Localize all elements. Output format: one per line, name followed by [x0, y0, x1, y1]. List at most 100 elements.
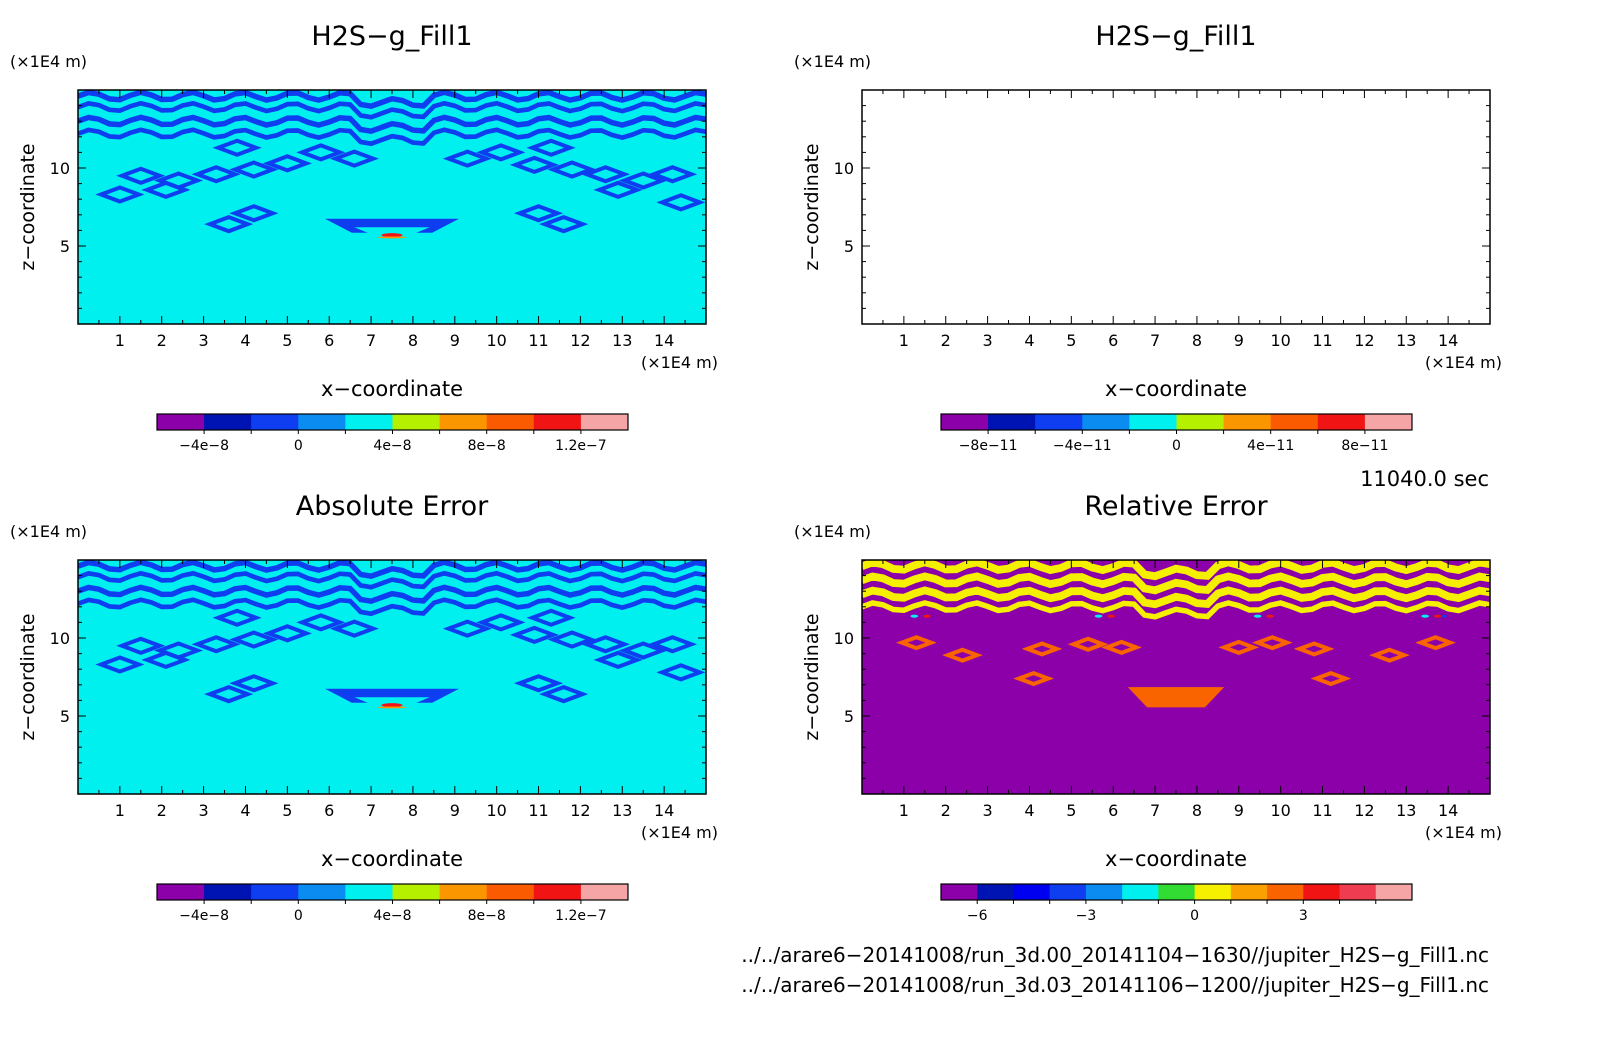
panel-2: H2S−g_Fill1(×1E4 m)1 2 3 4 5 6 7 8 9 10 11 12 13 1451… [794, 21, 1502, 454]
colorbar-label: 8e−11 [1341, 438, 1388, 454]
field-band [78, 570, 706, 590]
colorbar-swatch [298, 884, 346, 900]
plot-area [862, 90, 1490, 324]
field-spot [1266, 614, 1274, 618]
field-band [78, 100, 706, 120]
field-cell [656, 193, 706, 212]
x-tick-label: 7 [1150, 331, 1160, 350]
colorbar-swatch [533, 414, 582, 430]
x-unit-label: (×1E4 m) [1425, 353, 1502, 372]
field-cell [1369, 647, 1410, 663]
field-cell [1218, 639, 1260, 655]
colorbar-swatch [533, 884, 582, 900]
colorbar-swatch [580, 414, 629, 430]
field-cell [1415, 635, 1456, 651]
field-cell [204, 685, 254, 704]
colorbar-swatch [1375, 884, 1413, 900]
field-spot [910, 614, 919, 618]
field-structures [78, 560, 706, 709]
colorbar-label: −4e−8 [179, 438, 229, 454]
x-tick-label: 11 [1312, 801, 1332, 820]
field-spot [377, 706, 407, 709]
colorbar-swatch [486, 884, 535, 900]
field-cell [618, 641, 668, 660]
field-cell [593, 650, 643, 669]
x-tick-label: 2 [157, 331, 167, 350]
colorbar-swatch [345, 884, 393, 900]
field-lens [354, 227, 430, 234]
colorbar-label: 1.2e−7 [555, 908, 607, 924]
field-cell [116, 636, 166, 655]
field-cell [442, 619, 492, 638]
colorbar-swatch [1230, 884, 1268, 900]
x-tick-label: 8 [1192, 801, 1202, 820]
y-tick-label: 5 [844, 707, 854, 726]
file-path-2: ../../arare6−20141008/run_3d.03_20141106… [741, 973, 1489, 997]
x-axis-label: x−coordinate [321, 377, 463, 401]
field-cell [442, 149, 492, 168]
colorbar-label: 8e−8 [468, 908, 506, 924]
x-axis-label: x−coordinate [1105, 377, 1247, 401]
panel-3: Absolute Error(×1E4 m)1 2 3 4 5 6 7 8 9 10 11 12 13 1… [10, 491, 718, 924]
x-unit-label: (×1E4 m) [1425, 823, 1502, 842]
field-cell [547, 160, 597, 179]
x-tick-label: 6 [1108, 331, 1118, 350]
x-tick-label: 4 [240, 801, 250, 820]
field-spot [1253, 614, 1262, 618]
y-tick-label: 10 [834, 629, 854, 648]
field-band [78, 114, 706, 135]
field-cell [296, 613, 346, 632]
field-lens [1127, 687, 1225, 708]
colorbar-swatch [1267, 884, 1304, 900]
field-cell [509, 625, 559, 645]
colorbar-swatch [439, 884, 488, 900]
colorbar-label: 4e−8 [373, 438, 411, 454]
field-cell [262, 154, 312, 173]
x-tick-label: 9 [450, 801, 460, 820]
x-tick-label: 6 [1108, 801, 1118, 820]
field-spot [1440, 614, 1448, 618]
colorbar-label: −4e−8 [179, 908, 229, 924]
x-tick-label: 10 [1270, 331, 1290, 350]
field-band [78, 597, 706, 617]
field-cell [141, 650, 191, 669]
x-tick-label: 11 [528, 331, 548, 350]
x-tick-label: 14 [1438, 801, 1458, 820]
field-cell [656, 663, 706, 682]
x-unit-label: (×1E4 m) [641, 353, 718, 372]
field-cell [539, 215, 589, 234]
colorbar-swatch [1339, 884, 1377, 900]
field-cell [204, 215, 254, 234]
colorbar-swatch [392, 884, 441, 900]
x-tick-label: 12 [570, 801, 590, 820]
x-tick-label: 1 [899, 331, 909, 350]
colorbar-swatch [1176, 414, 1225, 430]
x-tick-label: 13 [1396, 331, 1416, 350]
x-tick-label: 6 [324, 331, 334, 350]
colorbar-label: 1.2e−7 [555, 438, 607, 454]
y-axis-label: z−coordinate [801, 613, 823, 740]
field-cell [229, 674, 279, 693]
field-cell [1013, 670, 1055, 687]
field-lens [325, 688, 459, 703]
field-cell [526, 608, 576, 627]
x-tick-label: 3 [983, 801, 993, 820]
colorbar-swatch [1013, 884, 1051, 900]
colorbar-swatch [157, 414, 205, 430]
field-cell [229, 204, 279, 223]
colorbar-label: 4e−8 [373, 908, 411, 924]
x-tick-label: 12 [570, 331, 590, 350]
colorbar-swatch [580, 884, 629, 900]
y-tick-label: 5 [844, 237, 854, 256]
x-tick-label: 10 [486, 801, 506, 820]
colorbar-swatch [988, 414, 1036, 430]
colorbar-swatch [1317, 414, 1366, 430]
field-spot [377, 236, 407, 239]
x-axis-label: x−coordinate [1105, 847, 1247, 871]
colorbar-swatch [486, 414, 535, 430]
field-cell [212, 608, 262, 627]
x-tick-label: 1 [115, 331, 125, 350]
colorbar-swatch [1223, 414, 1272, 430]
colorbar-frame [940, 883, 1413, 901]
field-cell [212, 138, 262, 157]
